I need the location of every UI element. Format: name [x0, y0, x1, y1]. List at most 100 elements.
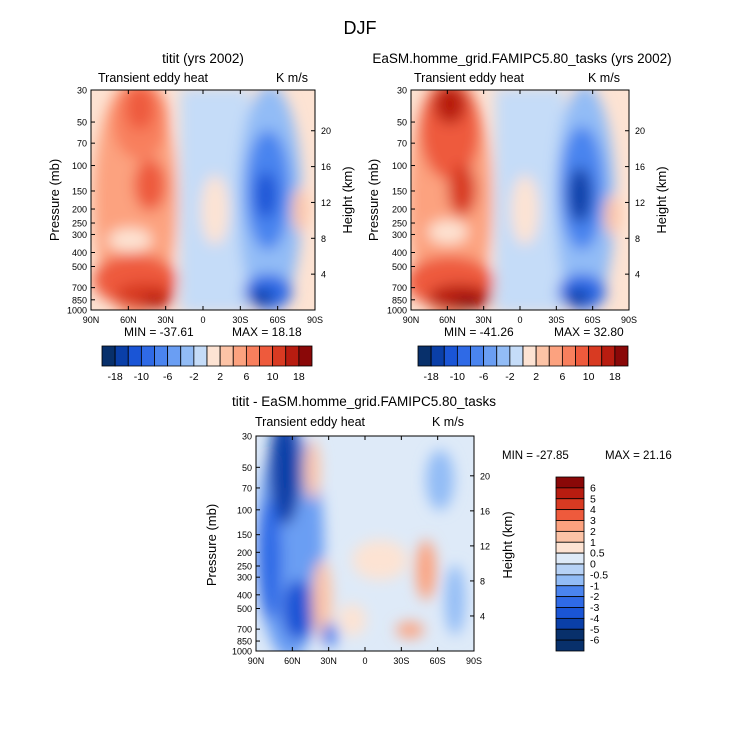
colorbar-swatch [555, 639, 585, 652]
y-tick-label: 700 [237, 625, 252, 635]
colorbar-label: -10 [450, 371, 465, 383]
colorbar-swatch [509, 345, 524, 367]
colorbar-swatch [555, 487, 585, 500]
y-tick-right-label: 20 [321, 126, 331, 136]
colorbar-swatch [561, 345, 576, 367]
colorbar-label: 18 [293, 371, 305, 383]
y-tick-label: 500 [392, 262, 407, 272]
panel-3-blob [352, 540, 408, 580]
colorbar-label: -4 [590, 613, 599, 625]
panel-2-title: EaSM.homme_grid.FAMIPC5.80_tasks (yrs 20… [372, 51, 671, 66]
colorbar-label: 3 [590, 515, 596, 527]
colorbar-label: 18 [609, 371, 621, 383]
panel-2-blob [428, 220, 468, 244]
panel-1-blob [255, 171, 277, 219]
y-tick-right-label: 4 [635, 270, 640, 280]
y-tick-right-label: 8 [480, 576, 485, 586]
y-tick-label: 1000 [387, 306, 407, 316]
colorbar-label: 1 [590, 537, 596, 549]
panel-3-blob [445, 565, 465, 635]
colorbar-swatch [219, 345, 234, 367]
x-tick-label: 60S [430, 656, 446, 666]
colorbar-label: -6 [479, 371, 488, 383]
y-tick-label: 150 [72, 186, 87, 196]
y-tick-label: 1000 [67, 306, 87, 316]
colorbar-swatch [555, 617, 585, 630]
colorbar-label: 0 [590, 559, 596, 571]
colorbar-swatch [496, 345, 511, 367]
colorbar-swatch [601, 345, 616, 367]
y-tick-label: 700 [72, 283, 87, 293]
y-tick-label: 50 [397, 118, 407, 128]
y-tick-label: 150 [392, 186, 407, 196]
colorbar-swatch [140, 345, 155, 367]
panel-1-left-label: Transient eddy heat [98, 71, 209, 85]
y-tick-label: 50 [242, 463, 252, 473]
colorbar-label: 2 [217, 371, 223, 383]
panel-2-blob [434, 90, 466, 124]
panel-3-blob [338, 604, 366, 636]
x-tick-label: 90S [307, 315, 323, 325]
colorbar-swatch [555, 541, 585, 554]
x-tick-label: 30S [232, 315, 248, 325]
colorbar-label: -10 [134, 371, 149, 383]
panel-3-blob [416, 540, 436, 600]
y-tick-label: 70 [397, 139, 407, 149]
y-tick-label: 200 [237, 548, 252, 558]
colorbar-label: 6 [243, 371, 249, 383]
colorbar-swatch [470, 345, 485, 367]
colorbar-label: -0.5 [590, 569, 608, 581]
y-tick-label: 100 [72, 161, 87, 171]
panel-3-blob [322, 623, 338, 647]
colorbar-swatch [555, 574, 585, 587]
panel-1: titit (yrs 2002) Transient eddy heat K m… [47, 51, 355, 383]
colorbar-swatch [154, 345, 169, 367]
y-tick-right-label: 16 [635, 162, 645, 172]
panel-2-ylabel-right: Height (km) [654, 166, 669, 233]
panel-3-blob [258, 500, 282, 620]
y-tick-label: 250 [72, 219, 87, 229]
panel-2: EaSM.homme_grid.FAMIPC5.80_tasks (yrs 20… [366, 51, 672, 383]
y-tick-label: 30 [242, 432, 252, 442]
colorbar-label: 10 [583, 371, 595, 383]
y-tick-right-label: 8 [321, 234, 326, 244]
colorbar-swatch [555, 607, 585, 619]
panel-2-field [411, 90, 629, 310]
panel-3-blob [304, 440, 320, 500]
y-tick-label: 70 [77, 139, 87, 149]
x-tick-label: 0 [362, 656, 367, 666]
colorbar-swatch [575, 345, 590, 367]
y-tick-right-label: 16 [321, 162, 331, 172]
colorbar-label: 6 [590, 482, 596, 494]
colorbar-swatch [167, 345, 182, 367]
panel-1-blob [201, 175, 229, 245]
colorbar-swatch [548, 345, 563, 367]
colorbar-label: 0.5 [590, 548, 605, 560]
y-tick-label: 300 [392, 230, 407, 240]
y-tick-right-label: 12 [321, 198, 331, 208]
y-tick-label: 50 [77, 118, 87, 128]
colorbar-swatch [101, 345, 116, 367]
panel-2-left-label: Transient eddy heat [414, 71, 525, 85]
y-tick-label: 250 [237, 562, 252, 572]
panel-2-blob [566, 289, 590, 307]
y-tick-right-label: 20 [635, 126, 645, 136]
figure-title: DJF [344, 18, 377, 38]
panel-2-min: MIN = -41.26 [444, 325, 514, 339]
panel-1-max: MAX = 18.18 [232, 325, 302, 339]
x-tick-label: 60N [120, 315, 137, 325]
y-tick-label: 200 [72, 205, 87, 215]
panel-3-ylabel-right: Height (km) [500, 511, 515, 578]
colorbar-swatch [285, 345, 300, 367]
panel-3-blob [312, 560, 332, 640]
colorbar-swatch [232, 345, 247, 367]
panel-3-blob [269, 436, 301, 525]
colorbar-label: -6 [590, 635, 599, 647]
x-tick-label: 60S [585, 315, 601, 325]
colorbar-swatch [127, 345, 142, 367]
colorbar-swatch [206, 345, 221, 367]
colorbar-swatch [522, 345, 537, 367]
x-tick-label: 30N [320, 656, 337, 666]
x-tick-label: 30S [393, 656, 409, 666]
